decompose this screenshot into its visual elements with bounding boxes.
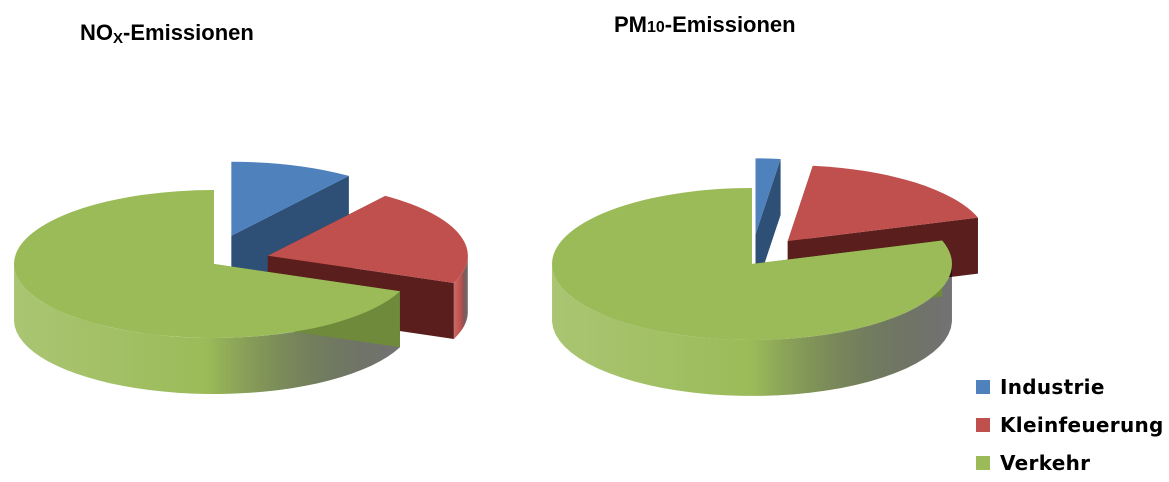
legend-swatch-kleinfeuerung <box>976 418 990 432</box>
nox-title-subscript: X <box>113 30 124 47</box>
legend-label-verkehr: Verkehr <box>1000 451 1091 475</box>
slice-verkehr <box>552 188 953 341</box>
slice-cut-face-industrie-1 <box>755 158 781 291</box>
pie-chart-nox <box>14 161 468 394</box>
nox-chart-title: NOX-Emissionen <box>80 20 254 47</box>
legend-item-kleinfeuerung: Kleinfeuerung <box>976 406 1164 444</box>
slice-verkehr <box>14 190 400 339</box>
pm10-title-rest: -Emissionen <box>664 12 796 37</box>
legend-label-industrie: Industrie <box>1000 375 1105 399</box>
pm10-chart-title: PM10-Emissionen <box>614 12 796 38</box>
slice-industrie <box>231 161 349 236</box>
legend-item-verkehr: Verkehr <box>976 444 1164 482</box>
pm10-title-subscript: 10 <box>647 19 665 36</box>
slice-kleinfeuerung <box>787 165 978 242</box>
slice-kleinfeuerung <box>267 195 468 283</box>
legend-swatch-industrie <box>976 380 990 394</box>
pm10-title-main: PM <box>614 12 647 37</box>
slice-industrie <box>755 158 781 235</box>
legend-swatch-verkehr <box>976 456 990 470</box>
legend-item-industrie: Industrie <box>976 368 1164 406</box>
nox-title-main: NO <box>80 20 113 45</box>
slice-side-kleinfeuerung <box>453 254 468 339</box>
slice-side-verkehr <box>552 265 952 396</box>
chart-legend: Industrie Kleinfeuerung Verkehr <box>976 368 1164 482</box>
legend-label-kleinfeuerung: Kleinfeuerung <box>1000 413 1164 437</box>
pie-chart-pm10 <box>552 158 978 396</box>
nox-title-rest: -Emissionen <box>123 20 254 45</box>
slice-side-verkehr <box>14 265 400 394</box>
slice-cut-face-industrie-1 <box>231 175 349 292</box>
